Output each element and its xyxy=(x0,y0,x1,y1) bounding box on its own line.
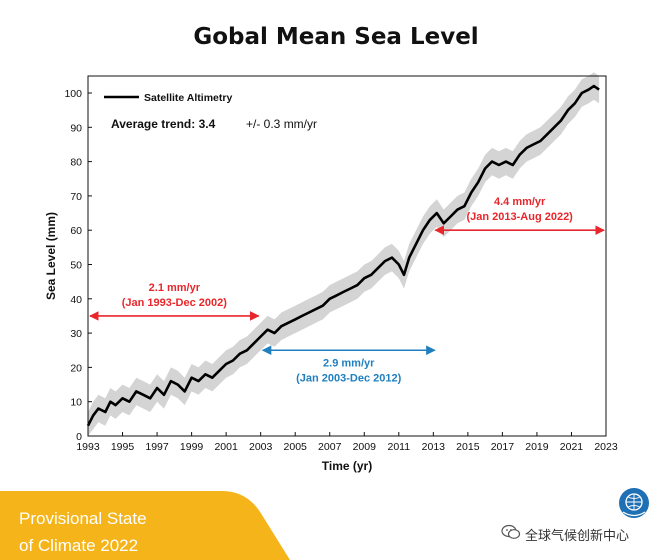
wechat-icon xyxy=(501,524,521,539)
trend-error: +/- 0.3 mm/yr xyxy=(246,117,317,131)
x-tick-label: 2013 xyxy=(422,441,446,453)
plot-frame xyxy=(87,75,607,437)
y-tick-label: 30 xyxy=(70,328,82,340)
y-axis-title: Sea Level (mm) xyxy=(44,212,58,300)
x-axis-title: Time (yr) xyxy=(322,459,372,473)
y-tick-label: 0 xyxy=(76,431,82,443)
trend-rate-label: 2.9 mm/yr xyxy=(323,357,375,369)
trend-rate-label: 4.4 mm/yr xyxy=(494,196,546,208)
y-tick-label: 80 xyxy=(70,157,82,169)
x-tick-label: 2011 xyxy=(388,441,411,453)
brand-text: 全球气候创新中心 xyxy=(525,529,630,544)
x-tick-label: 2003 xyxy=(249,441,273,453)
legend-label: Satellite Altimetry xyxy=(144,92,232,104)
x-tick-label: 2017 xyxy=(491,441,515,453)
trend-period-label: (Jan 2013-Aug 2022) xyxy=(466,211,573,223)
trend-label: Average trend: 3.4 xyxy=(111,117,216,131)
y-tick-label: 20 xyxy=(70,362,82,374)
x-tick-label: 1993 xyxy=(76,441,100,453)
y-tick-label: 60 xyxy=(70,225,82,237)
y-tick-label: 40 xyxy=(70,294,82,306)
y-tick-label: 50 xyxy=(70,260,82,272)
footer-line-2: of Climate 2022 xyxy=(19,536,139,555)
footer-line-1: Provisional State xyxy=(19,509,147,528)
trend-rate-label: 2.1 mm/yr xyxy=(149,282,201,294)
x-tick-label: 2023 xyxy=(594,441,618,453)
x-tick-label: 1999 xyxy=(180,441,204,453)
y-tick-label: 10 xyxy=(70,397,82,409)
x-tick-label: 1995 xyxy=(111,441,135,453)
y-tick-label: 90 xyxy=(70,122,82,134)
wmo-logo-icon xyxy=(619,488,649,518)
x-tick-label: 2007 xyxy=(318,441,342,453)
trend-period-label: (Jan 2003-Dec 2012) xyxy=(296,372,402,384)
x-tick-label: 2001 xyxy=(214,441,238,453)
x-tick-label: 2009 xyxy=(353,441,377,453)
axis-ticks: 1993 1995 1997 1999 2001 2003 2005 2007 2009 2011… xyxy=(64,88,617,453)
x-tick-label: 2019 xyxy=(525,441,549,453)
y-tick-label: 70 xyxy=(70,191,82,203)
series-line-satellite-altimetry xyxy=(86,84,600,427)
uncertainty-band xyxy=(88,72,600,437)
x-tick-label: 2005 xyxy=(284,441,308,453)
x-tick-label: 2015 xyxy=(456,441,480,453)
page-title: Gobal Mean Sea Level xyxy=(193,24,479,50)
trend-annotations: 2.1 mm/yr (Jan 1993-Dec 2002) 2.9 mm/yr (Ja… xyxy=(89,196,605,384)
x-tick-label: 2021 xyxy=(560,441,584,453)
trend-period-label: (Jan 1993-Dec 2002) xyxy=(122,297,228,309)
x-tick-label: 1997 xyxy=(145,441,169,453)
y-tick-label: 100 xyxy=(64,88,82,100)
